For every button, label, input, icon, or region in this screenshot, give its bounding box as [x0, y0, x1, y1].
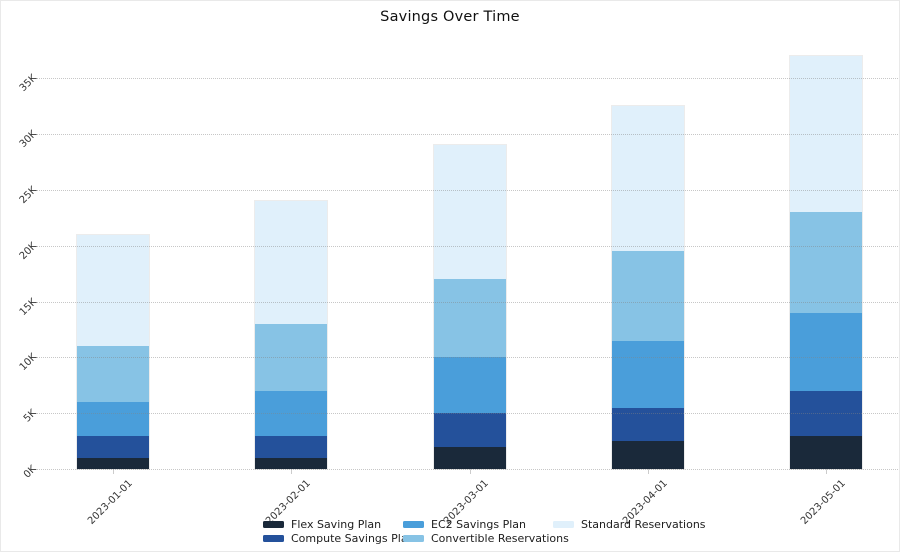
y-gridline — [37, 134, 898, 136]
legend-swatch-convertible-reservations — [403, 535, 424, 542]
y-axis-tick-label: 10K — [17, 352, 39, 374]
x-axis-tick — [647, 469, 649, 474]
bar-segment-ec2-savings-plan[interactable] — [77, 402, 149, 436]
legend-label: Convertible Reservations — [431, 532, 569, 545]
stacked-bar-2023-02-01[interactable] — [255, 201, 328, 469]
y-axis-tick-label: 0K — [21, 463, 39, 481]
x-axis-tick-label: 2023-01-01 — [85, 478, 135, 527]
y-axis-tick-label: 30K — [17, 128, 39, 151]
x-axis-tick — [113, 469, 114, 474]
legend-swatch-ec2-savings-plan — [403, 521, 424, 528]
y-gridline — [37, 469, 898, 470]
bar-segment-convertible-reservations[interactable] — [255, 323, 328, 391]
legend-swatch-compute-savings-plan — [263, 535, 284, 542]
bar-segment-compute-savings-plan[interactable] — [790, 390, 862, 436]
bar-segment-compute-savings-plan[interactable] — [433, 413, 506, 447]
bar-segment-standard-reservations[interactable] — [77, 234, 149, 347]
bar-segment-standard-reservations[interactable] — [611, 106, 684, 252]
y-gridline — [37, 190, 898, 191]
y-axis-tick-label: 25K — [17, 184, 39, 207]
bar-segment-compute-savings-plan[interactable] — [77, 435, 149, 458]
y-gridline — [37, 301, 898, 303]
bar-segment-standard-reservations[interactable] — [790, 56, 862, 213]
legend-label: Compute Savings Plan — [291, 532, 415, 545]
stacked-bar-2023-03-01[interactable] — [433, 145, 506, 469]
chart-title: Savings Over Time — [380, 9, 520, 25]
bar-segment-compute-savings-plan[interactable] — [611, 407, 684, 442]
y-axis-tick-label: 20K — [17, 240, 39, 262]
y-axis-tick-label: 5K — [21, 407, 39, 425]
legend-item-standard-reservations[interactable]: Standard Reservations — [553, 518, 706, 531]
x-axis-tick — [826, 469, 827, 474]
y-gridline — [37, 78, 898, 80]
x-axis-tick — [469, 469, 471, 474]
bar-segment-ec2-savings-plan[interactable] — [433, 357, 506, 414]
legend-item-ec2-savings-plan[interactable]: EC2 Savings Plan — [403, 518, 526, 531]
bar-segment-flex-saving-plan[interactable] — [790, 435, 862, 469]
bar-segment-flex-saving-plan[interactable] — [255, 457, 328, 469]
y-axis-tick-label: 35K — [17, 73, 39, 95]
bar-segment-convertible-reservations[interactable] — [77, 346, 149, 403]
y-gridline — [37, 357, 898, 359]
bar-segment-convertible-reservations[interactable] — [611, 251, 684, 341]
bar-segment-convertible-reservations[interactable] — [433, 279, 506, 358]
legend-item-compute-savings-plan[interactable]: Compute Savings Plan — [263, 532, 415, 545]
y-axis-tick-label: 15K — [17, 296, 39, 318]
bar-segment-standard-reservations[interactable] — [433, 145, 506, 280]
legend-swatch-standard-reservations — [553, 521, 574, 528]
legend-label: EC2 Savings Plan — [431, 518, 526, 531]
stacked-bar-2023-04-01[interactable] — [611, 106, 684, 469]
bar-segment-compute-savings-plan[interactable] — [255, 435, 328, 458]
y-gridline — [37, 413, 898, 415]
bar-segment-standard-reservations[interactable] — [255, 201, 328, 324]
bar-segment-convertible-reservations[interactable] — [790, 212, 862, 313]
legend-label: Standard Reservations — [581, 518, 706, 531]
legend-item-convertible-reservations[interactable]: Convertible Reservations — [403, 532, 569, 545]
bar-segment-flex-saving-plan[interactable] — [77, 457, 149, 469]
x-axis-tick — [291, 469, 293, 474]
stacked-bar-2023-01-01[interactable] — [77, 234, 149, 469]
legend-item-flex-saving-plan[interactable]: Flex Saving Plan — [263, 518, 381, 531]
stacked-bar-2023-05-01[interactable] — [790, 56, 862, 469]
bar-segment-flex-saving-plan[interactable] — [433, 446, 506, 469]
y-gridline — [37, 245, 898, 247]
bar-segment-ec2-savings-plan[interactable] — [255, 390, 328, 436]
legend-label: Flex Saving Plan — [291, 518, 382, 531]
bar-segment-ec2-savings-plan[interactable] — [790, 312, 862, 391]
x-axis-tick-label: 2023-05-01 — [798, 478, 848, 527]
bar-segment-flex-saving-plan[interactable] — [611, 441, 684, 469]
legend-swatch-flex-saving-plan — [263, 521, 284, 528]
bar-segment-ec2-savings-plan[interactable] — [611, 340, 684, 408]
